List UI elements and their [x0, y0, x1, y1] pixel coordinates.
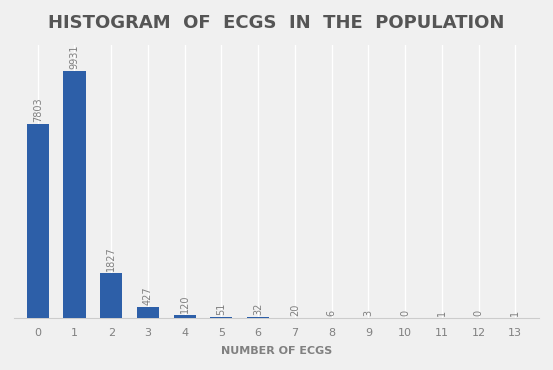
- Bar: [137, 307, 159, 318]
- Text: 7803: 7803: [33, 97, 43, 122]
- Text: 0: 0: [473, 310, 483, 316]
- Text: 6: 6: [327, 310, 337, 316]
- Bar: [210, 317, 232, 318]
- Bar: [284, 317, 306, 318]
- Bar: [64, 71, 86, 318]
- Text: 1827: 1827: [106, 246, 116, 270]
- Bar: [27, 124, 49, 318]
- Bar: [174, 315, 196, 318]
- Text: 0: 0: [400, 310, 410, 316]
- Text: 1: 1: [510, 310, 520, 316]
- Text: 20: 20: [290, 303, 300, 316]
- Bar: [247, 317, 269, 318]
- Text: 427: 427: [143, 287, 153, 306]
- Title: HISTOGRAM  OF  ECGS  IN  THE  POPULATION: HISTOGRAM OF ECGS IN THE POPULATION: [48, 14, 505, 32]
- Text: 32: 32: [253, 303, 263, 315]
- Text: 9931: 9931: [70, 45, 80, 69]
- Text: 3: 3: [363, 310, 373, 316]
- Text: 1: 1: [437, 310, 447, 316]
- X-axis label: NUMBER OF ECGS: NUMBER OF ECGS: [221, 346, 332, 356]
- Bar: [100, 273, 122, 318]
- Text: 120: 120: [180, 295, 190, 313]
- Text: 51: 51: [216, 302, 226, 315]
